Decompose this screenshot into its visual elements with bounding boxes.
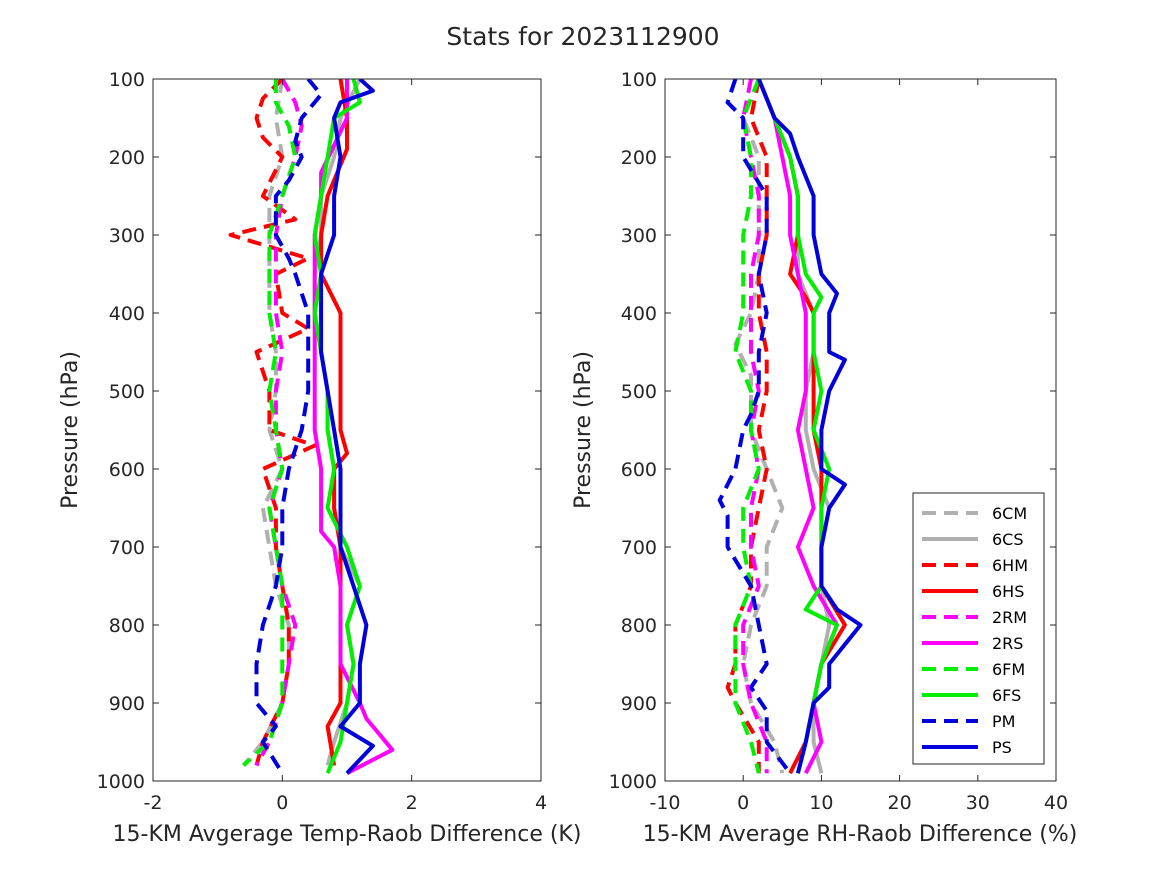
y-tick-label: 200 [621,147,657,169]
y-tick-label: 1000 [609,771,657,793]
legend-box [912,492,1045,765]
y-tick-label: 800 [621,615,657,637]
y-tick-label: 500 [109,381,145,403]
right-ticks: -10 0 10 20 30 40 100 200 300 400 500 600 700 800 900 1… [609,69,1068,814]
x-tick-label: 20 [888,792,912,814]
series-line-6fm [242,79,298,767]
left-axes-box [152,78,542,782]
series-line-2rm [254,79,304,767]
series-line-6cm [733,79,785,774]
y-tick-label: 700 [621,537,657,559]
y-tick-label: 100 [621,69,657,91]
left-xlabel: 15-KM Avgerage Temp-Raob Difference (K) [113,822,582,847]
legend-label-6fs: 6FS [992,686,1021,705]
legend-label-6fm: 6FM [992,660,1025,679]
y-tick-label: 900 [109,693,145,715]
y-tick-label: 900 [621,693,657,715]
legend-label-6cm: 6CM [992,504,1027,523]
y-tick-label: 500 [621,381,657,403]
x-tick-label: -2 [144,792,163,814]
x-tick-label: -10 [649,792,680,814]
series-line-ps [756,79,863,774]
series-line-6fm [733,79,761,774]
series-line-6hm [228,79,317,766]
y-tick-label: 600 [109,459,145,481]
left-series-group [228,79,395,775]
legend-label-2rs: 2RS [992,634,1023,653]
figure-title: Stats for 2023112900 [446,22,719,51]
y-tick-label: 300 [621,225,657,247]
legend: 6CM 6CS 6HM 6HS 2RM 2RS 6FM 6FS PM PS [912,492,1045,765]
legend-label-2rm: 2RM [992,608,1027,627]
left-ylabel: Pressure (hPa) [58,351,83,509]
series-line-pm [717,79,792,775]
y-tick-label: 1000 [97,771,145,793]
left-ticks: -2 0 2 4 100 200 300 400 500 600 700 800 900 1000 [97,69,547,814]
legend-label-ps: PS [992,738,1012,757]
series-line-6fs [756,79,839,774]
series-line-ps [319,79,375,775]
right-axes: -10 0 10 20 30 40 100 200 300 400 500 600 700 800 900 1… [571,69,1077,847]
right-ylabel: Pressure (hPa) [571,351,596,509]
y-tick-label: 800 [109,615,145,637]
right-series-group [717,79,863,775]
x-tick-label: 10 [809,792,833,814]
x-tick-label: 40 [1044,792,1068,814]
legend-label-6hm: 6HM [992,556,1028,575]
series-line-pm [254,79,324,775]
legend-label-6cs: 6CS [992,530,1024,549]
series-line-6hs [756,79,847,775]
y-tick-label: 300 [109,225,145,247]
y-tick-label: 200 [109,147,145,169]
x-tick-label: 4 [535,792,547,814]
y-tick-label: 400 [109,303,145,325]
x-tick-label: 2 [406,792,418,814]
series-line-6fs [312,79,362,774]
y-tick-label: 600 [621,459,657,481]
y-tick-label: 400 [621,303,657,325]
left-axes: -2 0 2 4 100 200 300 400 500 600 700 800 900 1000 15-… [58,69,581,847]
x-tick-label: 0 [737,792,749,814]
x-tick-label: 30 [966,792,990,814]
y-tick-label: 700 [109,537,145,559]
legend-label-pm: PM [992,712,1015,731]
legend-label-6hs: 6HS [992,582,1024,601]
right-axes-box [664,78,1057,782]
y-tick-label: 100 [109,69,145,91]
right-xlabel: 15-KM Average RH-Raob Difference (%) [643,822,1078,847]
series-line-2rs [756,79,839,775]
x-tick-label: 0 [276,792,288,814]
